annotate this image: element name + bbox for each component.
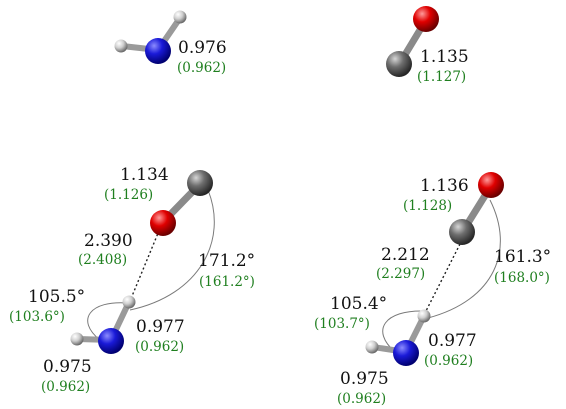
complex-b-angle-left: 105.4° <box>330 294 387 314</box>
nh2-bond-length-ref: (0.962) <box>177 60 226 76</box>
oxygen-atom <box>478 172 504 198</box>
oxygen-atom <box>413 6 439 32</box>
carbon-atom <box>386 51 412 77</box>
nh2-bond-length: 0.976 <box>178 38 227 58</box>
complex-a-co-bond: 1.134 <box>120 165 169 185</box>
complex-b-angle-right-ref: (168.0°) <box>494 270 550 286</box>
hydrogen-atom <box>417 309 431 323</box>
nitrogen-atom <box>393 340 419 366</box>
co-bond-length: 1.135 <box>420 47 469 67</box>
hydrogen-atom <box>365 340 379 354</box>
complex-a-angle-left: 105.5° <box>28 287 85 307</box>
complex-a-angle-left-ref: (103.6°) <box>9 309 65 325</box>
interaction-line <box>424 243 461 314</box>
complex-a-nh-upper-ref: (0.962) <box>135 339 184 355</box>
complex-b-nh-lower-ref: (0.962) <box>337 391 386 407</box>
angle-arc-left <box>382 310 425 353</box>
complex-a-angle-right-ref: (161.2°) <box>199 274 255 290</box>
complex-b-distance: 2.212 <box>381 245 430 265</box>
co-molecule <box>386 6 439 77</box>
complex-b-distance-ref: (2.297) <box>376 266 425 282</box>
complex-a-distance-ref: (2.408) <box>78 252 127 268</box>
angle-arc-right <box>427 199 501 319</box>
hydrogen-atom <box>122 295 136 309</box>
angle-arc-left <box>87 302 129 341</box>
complex-b-nh-lower: 0.975 <box>340 369 389 389</box>
hydrogen-atom <box>173 10 187 24</box>
complex-a-angle-right: 171.2° <box>198 251 255 271</box>
complex-a-distance: 2.390 <box>84 231 133 251</box>
co-bond-length-ref: (1.127) <box>417 69 466 85</box>
complex-b-angle-right: 161.3° <box>494 247 551 267</box>
hydrogen-atom <box>70 332 84 346</box>
complex-a-nh-upper: 0.977 <box>136 317 185 337</box>
complex-a-nh-lower: 0.975 <box>43 357 92 377</box>
complex-b-co-bond-ref: (1.128) <box>403 198 452 214</box>
nitrogen-atom <box>145 38 171 64</box>
carbon-atom <box>449 219 475 245</box>
oxygen-atom <box>150 210 176 236</box>
complex-a-nh-lower-ref: (0.962) <box>41 379 90 395</box>
hydrogen-atom <box>114 39 128 53</box>
complex-a <box>70 170 215 354</box>
nh2-molecule <box>114 10 187 64</box>
complex-b-nh-upper: 0.977 <box>428 331 477 351</box>
complex-a-co-bond-ref: (1.126) <box>104 187 153 203</box>
angle-arc-right <box>129 189 215 311</box>
complex-b-co-bond: 1.136 <box>420 176 469 196</box>
complex-b-angle-left-ref: (103.7°) <box>314 316 370 332</box>
carbon-atom <box>187 170 213 196</box>
complex-b <box>365 172 504 366</box>
interaction-line <box>129 225 162 302</box>
nitrogen-atom <box>98 328 124 354</box>
complex-b-nh-upper-ref: (0.962) <box>424 353 473 369</box>
